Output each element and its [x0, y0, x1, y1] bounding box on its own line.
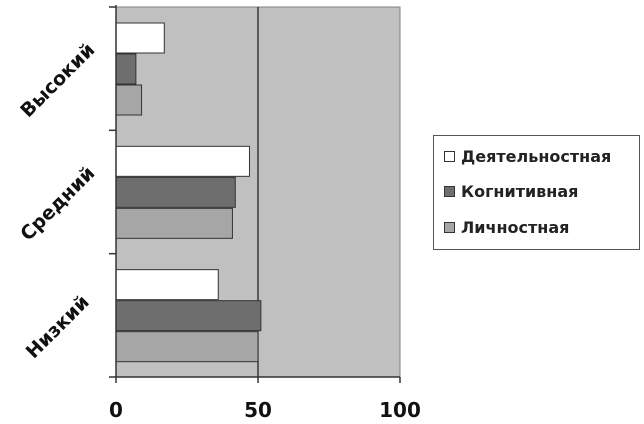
legend-label-deyatelnostnaya: Деятельностная [461, 147, 612, 166]
bar-2-0 [115, 269, 219, 301]
legend-label-lichnostnaya: Личностная [461, 218, 570, 237]
legend-label-kognitivnaya: Когнитивная [461, 182, 579, 201]
category-label-1: Средний [16, 162, 99, 245]
bar-0-2 [115, 84, 143, 116]
bar-1-0 [115, 145, 250, 177]
category-label-0: Высокий [16, 39, 99, 122]
legend: Деятельностная Когнитивная Личностная [433, 135, 640, 250]
bar-2-1 [115, 300, 262, 332]
bar-1-2 [115, 207, 233, 239]
x-tick-label-1: 50 [244, 398, 272, 422]
bar-0-1 [115, 53, 137, 85]
legend-swatch-deyatelnostnaya [444, 151, 455, 162]
legend-item-lichnostnaya: Личностная [444, 218, 569, 237]
x-tick-label-0: 0 [109, 398, 123, 422]
legend-item-kognitivnaya: Когнитивная [444, 182, 578, 201]
legend-swatch-lichnostnaya [444, 222, 455, 233]
bar-1-1 [115, 176, 236, 208]
category-label-2: Низкий [22, 291, 94, 363]
legend-item-deyatelnostnaya: Деятельностная [444, 147, 611, 166]
bar-2-2 [115, 331, 259, 363]
x-tick-label-2: 100 [379, 398, 421, 422]
legend-swatch-kognitivnaya [444, 186, 455, 197]
bar-0-0 [115, 22, 165, 54]
